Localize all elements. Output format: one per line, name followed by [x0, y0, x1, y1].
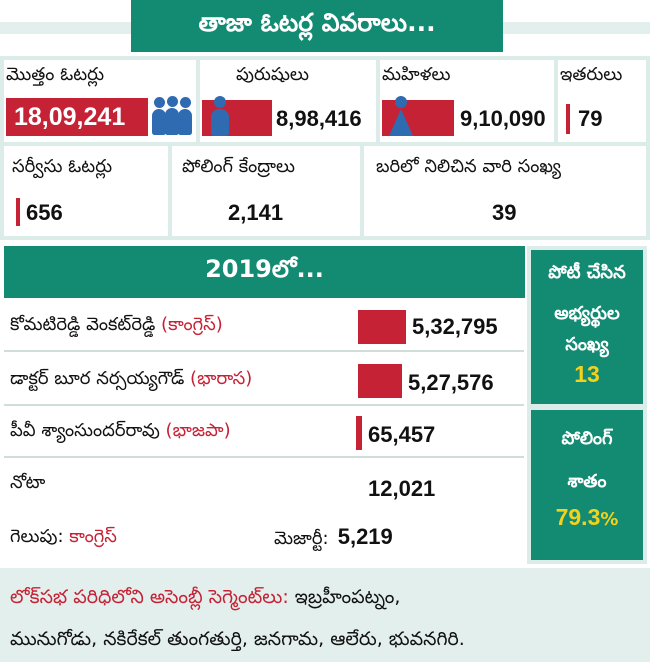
row-divider — [4, 456, 524, 458]
candidate-votes: 5,32,795 — [412, 314, 498, 339]
polling-percent-box: పోలింగ్ శాతం 79.3% — [531, 410, 643, 560]
vote-bar — [358, 310, 406, 344]
majority-value: 5,219 — [337, 524, 393, 549]
male-voters-label: పురుషులు — [236, 64, 309, 85]
other-voters-cell: ఇతరులు 79 — [558, 60, 646, 142]
service-voters-label: సర్వీసు ఓటర్లు — [12, 156, 113, 177]
segments-panel — [0, 568, 650, 662]
other-voters-value: 79 — [578, 106, 603, 131]
service-voters-value: 656 — [26, 200, 63, 225]
candidate-party: (భాజపా) — [165, 420, 231, 441]
candidate-row: పీవీ శ్యాంసుందర్‌రావు (భాజపా) 65,457 — [4, 410, 524, 456]
other-voters-label: ఇతరులు — [560, 64, 623, 85]
winner-summary: గెలుపు: కాంగ్రెస్ — [10, 526, 117, 551]
vote-bar — [356, 416, 362, 450]
polling-stations-value: 2,141 — [228, 200, 284, 225]
segments-list-start: ఇబ్రహీంపట్నం, — [294, 586, 401, 608]
candidate-party: (భారాస) — [190, 368, 253, 389]
other-voters-bar — [566, 104, 570, 134]
total-voters-number: 18,09,241 — [14, 102, 126, 131]
male-person-icon — [208, 96, 232, 136]
winner-label: గెలుపు: — [10, 526, 64, 547]
female-voters-cell: మహిళలు 9,10,090 — [380, 60, 554, 142]
contestants-value: 39 — [492, 200, 517, 225]
polling-stations-cell: పోలింగ్ కేంద్రాలు 2,141 — [172, 146, 360, 236]
candidate-name: కోమటిరెడ్డి వెంకట్‌రెడ్డి (కాంగ్రెస్) — [10, 314, 223, 335]
segments-label: లోక్‌సభ పరిధిలోని అసెంబ్లీ సెగ్మెంట్‌లు: — [10, 586, 289, 608]
candidate-row: కోమటిరెడ్డి వెంకట్‌రెడ్డి (కాంగ్రెస్) 5,… — [4, 304, 524, 350]
candidate-votes: 5,27,576 — [408, 370, 494, 395]
male-voters-value: 8,98,416 — [276, 106, 362, 131]
total-voters-cell: మొత్తం ఓటర్లు 18,09,241 — [4, 60, 196, 142]
female-voters-label: మహిళలు — [382, 64, 451, 85]
candidate-name: పీవీ శ్యాంసుందర్‌రావు (భాజపా) — [10, 420, 231, 441]
contested-label-1: పోటీ చేసిన — [548, 262, 626, 283]
polling-unit: % — [600, 509, 619, 530]
row-divider — [4, 350, 524, 352]
nota-votes: 12,021 — [368, 476, 436, 501]
polling-value: 79.3 — [555, 504, 601, 530]
results-2019-heading: 2019లో... — [4, 246, 525, 298]
polling-label-1: పోలింగ్ — [561, 428, 613, 449]
total-voters-value: 18,09,241 — [6, 98, 148, 136]
candidate-party: (కాంగ్రెస్) — [161, 314, 223, 335]
contestants-label: బరిలో నిలిచిన వారి సంఖ్య — [376, 156, 562, 177]
total-voters-label: మొత్తం ఓటర్లు — [6, 64, 105, 85]
contested-candidates-box: పోటీ చేసిన అభ్యర్థుల సంఖ్య 13 — [531, 250, 643, 404]
nota-row: నోటా 12,021 — [4, 462, 524, 506]
winner-party: కాంగ్రెస్ — [69, 526, 117, 547]
segments-line-1: లోక్‌సభ పరిధిలోని అసెంబ్లీ సెగ్మెంట్‌లు:… — [10, 576, 646, 619]
majority-summary: మెజార్టీ: 5,219 — [274, 524, 393, 553]
candidate-row: డాక్టర్ బూర నర్సయ్యగౌడ్ (భారాస) 5,27,576 — [4, 356, 524, 404]
polling-percent: 79.3% — [531, 504, 643, 531]
majority-label: మెజార్టీ: — [274, 528, 329, 549]
group-people-icon — [150, 96, 194, 136]
page-title: తాజా ఓటర్ల వివరాలు... — [131, 0, 503, 52]
polling-stations-label: పోలింగ్ కేంద్రాలు — [182, 156, 295, 177]
service-voters-cell: సర్వీసు ఓటర్లు 656 — [4, 146, 168, 236]
polling-label-2: శాతం — [567, 471, 607, 492]
row-divider — [4, 404, 524, 406]
male-voters-cell: పురుషులు 8,98,416 — [200, 60, 376, 142]
female-voters-value: 9,10,090 — [460, 106, 546, 131]
contested-label-3: సంఖ్య — [565, 334, 609, 355]
contested-label-2: అభ్యర్థుల — [554, 303, 620, 324]
contested-value: 13 — [574, 361, 600, 387]
candidate-name: డాక్టర్ బూర నర్సయ్యగౌడ్ (భారాస) — [10, 368, 253, 389]
segments-line-2: మునుగోడు, నకిరేకల్ తుంగతుర్తి, జనగామ, ఆల… — [10, 628, 465, 650]
service-voters-bar — [16, 198, 20, 226]
candidate-votes: 65,457 — [368, 422, 436, 447]
female-person-icon — [388, 96, 414, 136]
contestants-cell: బరిలో నిలిచిన వారి సంఖ్య 39 — [364, 146, 646, 236]
nota-label: నోటా — [10, 472, 46, 493]
vote-bar — [358, 364, 402, 398]
result-summary-row: గెలుపు: కాంగ్రెస్ మెజార్టీ: 5,219 — [4, 514, 524, 558]
